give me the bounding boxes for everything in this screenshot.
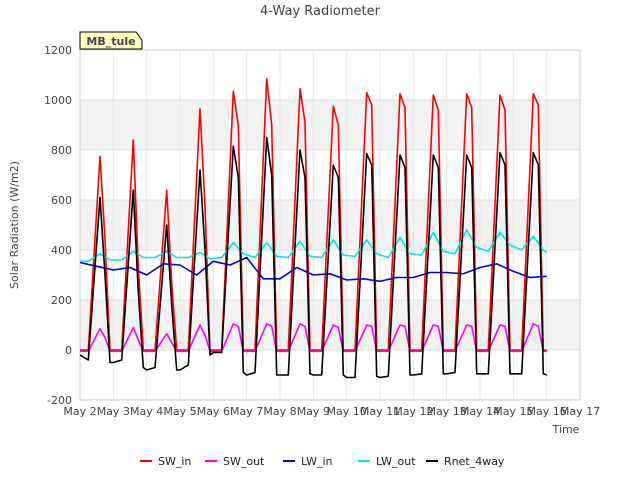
y-tick-label: 400 (51, 244, 72, 257)
x-tick-label: May 11 (360, 405, 400, 418)
legend-label: LW_in (301, 455, 333, 468)
legend-label: LW_out (376, 455, 416, 468)
x-tick-label: May 9 (297, 405, 330, 418)
series-line-lw_out (80, 229, 548, 263)
plot-band (80, 100, 580, 150)
legend: SW_in SW_out LW_in LW_out Rnet_4way (140, 455, 505, 468)
y-axis-label: Solar Radiation (W/m2) (8, 161, 21, 289)
site-label: MB_tule (86, 35, 135, 48)
y-tick-label: 0 (65, 344, 72, 357)
y-axis-ticks: -200 0 200 400 600 800 1000 1200 (44, 44, 72, 407)
legend-item: SW_in (140, 455, 191, 468)
y-tick-label: 800 (51, 144, 72, 157)
plot-band (80, 300, 580, 350)
y-tick-label: 1000 (44, 94, 72, 107)
series-line-sw_in (80, 78, 547, 351)
x-tick-label: May 17 (560, 405, 600, 418)
plot-band (80, 350, 580, 400)
x-tick-label: May 15 (493, 405, 533, 418)
x-tick-label: May 16 (527, 405, 567, 418)
x-tick-label: May 10 (327, 405, 367, 418)
plot-frame (79, 49, 581, 401)
y-tick-label: 1200 (44, 44, 72, 57)
x-tick-label: May 5 (163, 405, 196, 418)
x-tick-label: May 7 (230, 405, 263, 418)
y-tick-label: 600 (51, 194, 72, 207)
series-group (79, 78, 548, 379)
x-tick-label: May 3 (97, 405, 130, 418)
site-label-box: MB_tule (79, 31, 143, 50)
legend-item: LW_in (283, 455, 333, 468)
chart-title: 4-Way Radiometer (260, 4, 381, 19)
x-tick-label: May 14 (460, 405, 500, 418)
series-line-lw_in (79, 256, 547, 283)
x-axis-ticks: May 2 May 3 May 4 May 5 May 6 May 7 May 8 May 9… (63, 405, 600, 418)
y-tick-label: -200 (47, 394, 72, 407)
legend-item: LW_out (358, 455, 416, 468)
legend-label: SW_out (223, 455, 265, 468)
legend-label: SW_in (158, 455, 191, 468)
plot-band (80, 50, 580, 100)
legend-label: Rnet_4way (444, 455, 505, 468)
series-line-rnet_4way (79, 136, 547, 379)
x-axis-label: Time (552, 423, 580, 436)
legend-item: Rnet_4way (426, 455, 505, 468)
y-tick-label: 200 (51, 294, 72, 307)
series-line-sw_out (80, 323, 547, 353)
x-tick-label: May 8 (263, 405, 296, 418)
x-tick-label: May 13 (427, 405, 467, 418)
legend-item: SW_out (205, 455, 265, 468)
x-tick-label: May 6 (197, 405, 230, 418)
x-tick-label: May 2 (63, 405, 96, 418)
x-tick-label: May 12 (393, 405, 433, 418)
x-tick-label: May 4 (130, 405, 163, 418)
